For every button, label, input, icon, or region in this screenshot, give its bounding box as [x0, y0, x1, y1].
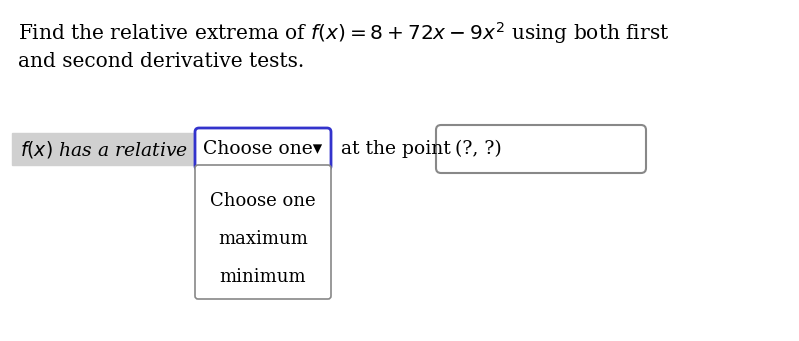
Text: minimum: minimum	[220, 268, 306, 286]
Text: $f(x)$ has a relative: $f(x)$ has a relative	[19, 138, 188, 160]
FancyBboxPatch shape	[195, 128, 331, 170]
FancyBboxPatch shape	[195, 165, 331, 299]
Text: and second derivative tests.: and second derivative tests.	[18, 52, 304, 71]
Text: at the point: at the point	[341, 140, 451, 158]
Text: Find the relative extrema of $f(x) = 8 + 72x - 9x^2$ using both first: Find the relative extrema of $f(x) = 8 +…	[18, 20, 670, 46]
FancyBboxPatch shape	[12, 133, 195, 165]
Text: Choose one: Choose one	[210, 192, 316, 210]
Text: (?, ?): (?, ?)	[455, 140, 502, 158]
Text: Choose one▾: Choose one▾	[204, 140, 323, 158]
Text: maximum: maximum	[218, 230, 308, 248]
FancyBboxPatch shape	[436, 125, 646, 173]
